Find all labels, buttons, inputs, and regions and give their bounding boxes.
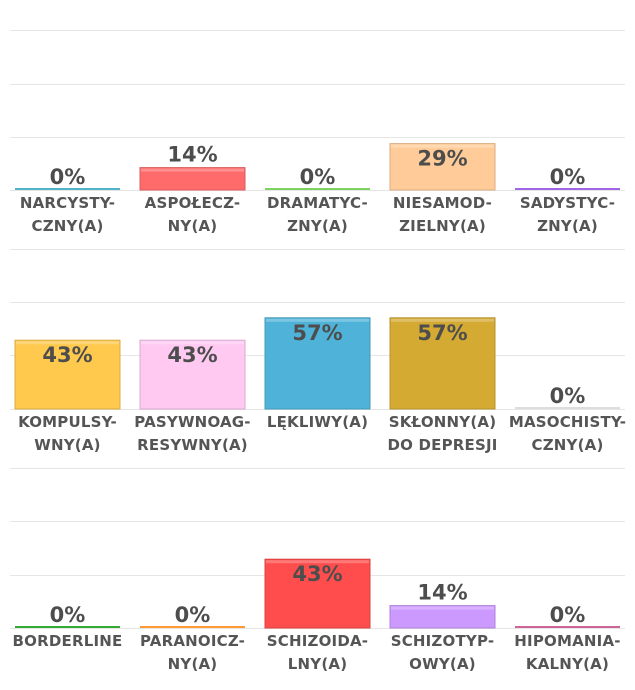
bar-highlight — [391, 318, 494, 322]
category-label: ASPOŁECZ- — [145, 194, 241, 212]
value-label: 43% — [42, 343, 92, 367]
value-label: 29% — [417, 147, 467, 171]
bar — [264, 317, 371, 410]
bar — [265, 188, 370, 190]
category-label: MASOCHISTY- — [509, 413, 626, 431]
bar-highlight — [266, 318, 369, 322]
bar-highlight — [391, 144, 494, 148]
bar-highlight — [266, 560, 369, 564]
chart-panel-2: 43% KOMPULSY- WNY(A) 43% PASYWNOAG- RESYWNY(A… — [10, 249, 626, 454]
value-label: 14% — [167, 143, 217, 167]
category-label: PARANOICZ- — [140, 632, 245, 650]
value-label: 0% — [550, 165, 586, 189]
value-label: 0% — [550, 384, 586, 408]
value-label: 43% — [167, 343, 217, 367]
bar — [389, 605, 496, 629]
category-label: ZNY(A) — [537, 217, 598, 235]
value-label: 14% — [417, 581, 467, 605]
bar — [389, 143, 496, 191]
category-label: ZNY(A) — [287, 217, 348, 235]
value-label: 0% — [50, 603, 86, 627]
bar-highlight — [141, 341, 244, 345]
category-label: SCHIZOIDA- — [267, 632, 368, 650]
category-label: ZIELNY(A) — [399, 217, 486, 235]
bar — [15, 188, 120, 190]
category-label: LNY(A) — [288, 655, 348, 673]
bar — [515, 626, 620, 628]
value-label: 0% — [175, 603, 211, 627]
category-label: PASYWNOAG- — [134, 413, 251, 431]
value-label: 0% — [550, 603, 586, 627]
value-label: 0% — [50, 165, 86, 189]
category-label: NY(A) — [168, 217, 218, 235]
category-label: KALNY(A) — [526, 655, 609, 673]
bar — [15, 626, 120, 628]
value-label: 57% — [417, 321, 467, 345]
category-label: OWY(A) — [409, 655, 476, 673]
category-label: LĘKLIWY(A) — [267, 413, 368, 431]
category-label: SKŁONNY(A) — [389, 413, 497, 431]
category-label: DO DEPRESJI — [387, 436, 497, 454]
category-label: HIPOMANIA- — [514, 632, 620, 650]
category-label: SCHIZOTYP- — [391, 632, 495, 650]
category-label: BORDERLINE — [13, 632, 123, 650]
bar — [515, 407, 620, 409]
value-label: 0% — [300, 165, 336, 189]
category-label: SADYSTYC- — [520, 194, 615, 212]
category-label: CZNY(A) — [31, 217, 103, 235]
bar — [139, 339, 246, 410]
bar-highlight — [141, 168, 244, 172]
bar — [515, 188, 620, 190]
category-label: RESYWNY(A) — [137, 436, 248, 454]
bar — [14, 339, 121, 410]
chart-panel-3: 0% BORDERLINE 0% PARANOICZ- NY(A) 43% SCHIZOID… — [10, 468, 625, 673]
bar — [389, 317, 496, 410]
category-label: NARCYSTY- — [20, 194, 115, 212]
bar-highlight — [391, 606, 494, 610]
bar — [264, 558, 371, 629]
bar — [140, 626, 245, 628]
chart-panel-1: 0% NARCYSTY- CZNY(A) 14% ASPOŁECZ- NY(A) 0% DRA… — [10, 30, 625, 235]
value-label: 43% — [292, 562, 342, 586]
category-label: KOMPULSY- — [18, 413, 117, 431]
category-label: DRAMATYC- — [267, 194, 368, 212]
bar — [139, 167, 246, 191]
category-label: NIESAMOD- — [393, 194, 492, 212]
category-label: CZNY(A) — [531, 436, 603, 454]
bar-highlight — [16, 341, 119, 345]
category-label: NY(A) — [168, 655, 218, 673]
value-label: 57% — [292, 321, 342, 345]
category-label: WNY(A) — [34, 436, 100, 454]
